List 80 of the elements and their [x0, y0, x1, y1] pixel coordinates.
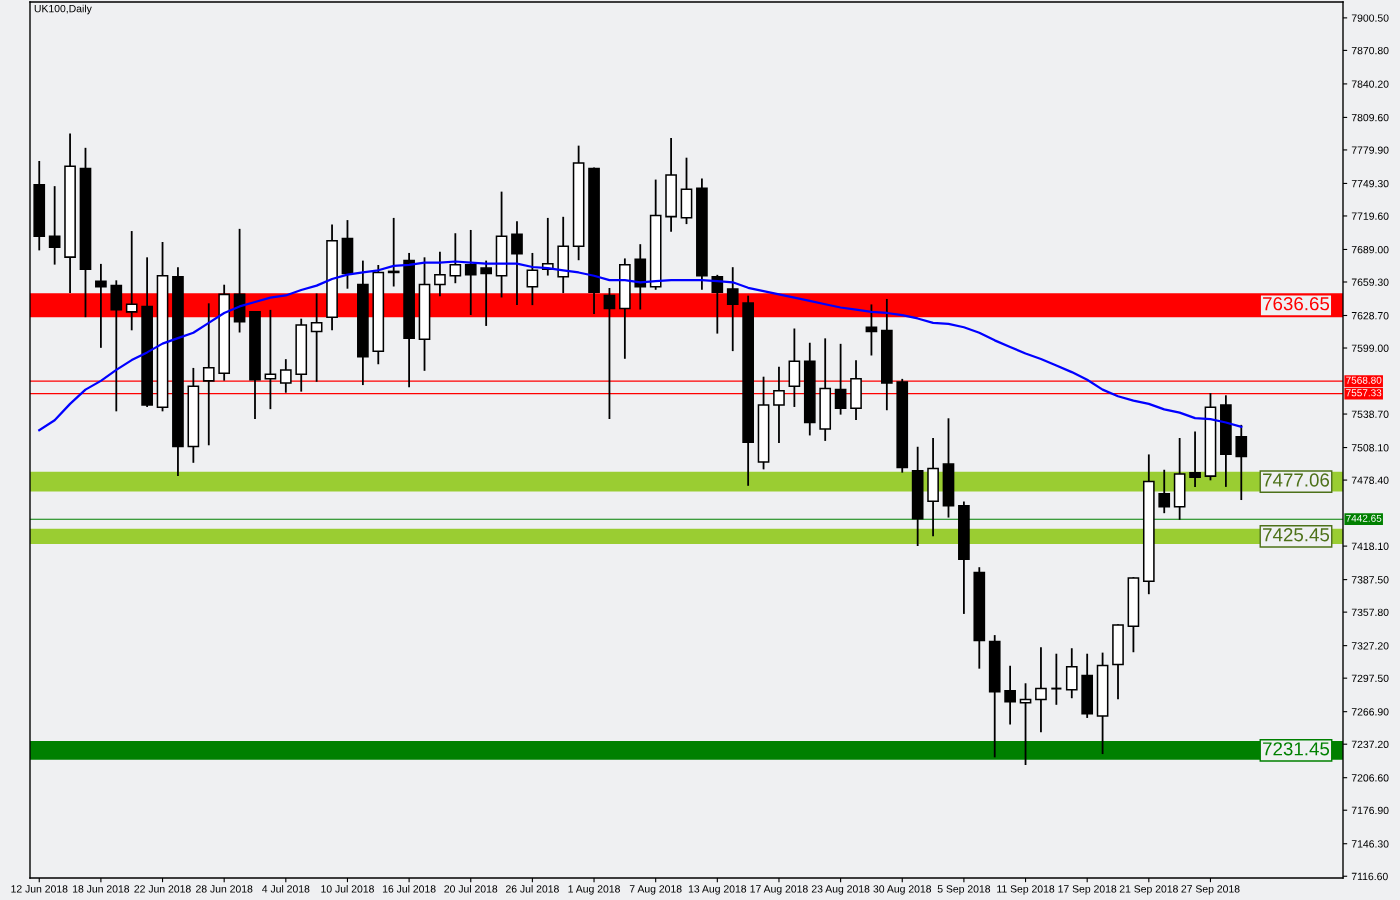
x-tick-label: 21 Sep 2018 [1119, 885, 1178, 895]
line-series [38, 260, 1243, 432]
y-tick-label: 7628.70 [1351, 312, 1389, 320]
x-tick-label: 11 Sep 2018 [997, 885, 1055, 895]
candlestick [1065, 648, 1078, 699]
candlestick [125, 231, 138, 331]
x-tick-label: 18 Jun 2018 [73, 885, 130, 893]
x-tick-label: 12 Jun 2018 [11, 885, 68, 893]
x-tick-label: 13 Aug 2018 [688, 885, 747, 895]
candlestick [526, 252, 539, 306]
y-tick-label: 7809.60 [1351, 113, 1389, 122]
y-tick-label: 7146.30 [1351, 840, 1389, 848]
candlestick [464, 229, 477, 315]
y-tick-label: 7689.00 [1351, 245, 1389, 254]
y-tick-label: 7297.50 [1351, 674, 1389, 683]
x-tick-label: 30 Aug 2018 [873, 885, 932, 895]
x-tick-label: 17 Sep 2018 [1058, 885, 1117, 895]
y-tick-label: 7599.00 [1351, 344, 1389, 352]
y-tick-label: 7508.10 [1351, 444, 1389, 452]
y-tick-label: 7387.50 [1351, 576, 1389, 584]
ref-line-label: 7568.80 [1346, 376, 1382, 384]
y-tick-label: 7779.90 [1351, 146, 1389, 154]
candlestick [95, 263, 107, 348]
candlestick [48, 186, 61, 265]
candlestick [773, 366, 785, 444]
candlestick [310, 293, 323, 382]
x-tick-label: 20 Jul 2018 [444, 884, 498, 893]
band-label: 7477.06 [1263, 473, 1330, 487]
candlestick [1158, 469, 1171, 514]
x-tick-label: 17 Aug 2018 [750, 885, 808, 895]
x-tick-label: 22 Jun 2018 [134, 885, 191, 893]
y-tick-label: 7418.10 [1351, 542, 1389, 550]
x-tick-label: 1 Aug 2018 [568, 885, 620, 895]
candlestick [711, 274, 724, 334]
candlestick [726, 267, 739, 352]
candlestick [1004, 665, 1016, 725]
candlestick [202, 303, 215, 446]
band-label: 7425.45 [1263, 528, 1330, 542]
candlestick [449, 233, 462, 284]
candlestick [434, 251, 446, 297]
candlestick [480, 260, 493, 326]
candlestick [1035, 647, 1047, 733]
x-tick-label: 26 Jul 2018 [505, 884, 559, 893]
candlestick [511, 221, 523, 306]
candlestick [834, 343, 847, 415]
y-tick-label: 7116.60 [1351, 872, 1388, 881]
y-tick-label: 7327.20 [1351, 642, 1389, 650]
y-tick-label: 7206.60 [1351, 774, 1389, 782]
x-tick-label: 16 Jul 2018 [382, 884, 436, 893]
candlestick [1050, 653, 1063, 705]
y-tick-label: 7357.80 [1351, 608, 1389, 617]
band-label: 7636.65 [1263, 297, 1330, 311]
x-tick-label: 10 Jul 2018 [321, 884, 374, 893]
ref-line-label: 7557.33 [1346, 389, 1382, 397]
y-tick-label: 7749.30 [1351, 179, 1389, 188]
y-tick-label: 7176.90 [1351, 806, 1389, 815]
y-tick-label: 7266.90 [1351, 708, 1389, 716]
candlestick [865, 304, 878, 356]
x-tick-label: 7 Aug 2018 [629, 885, 682, 895]
x-tick-label: 27 Sep 2018 [1181, 885, 1240, 895]
x-tick-label: 5 Sep 2018 [937, 885, 991, 895]
y-tick-label: 7900.50 [1351, 14, 1389, 22]
y-tick-label: 7237.20 [1351, 740, 1389, 749]
y-tick-label: 7659.30 [1351, 278, 1389, 286]
chart-title: UK100,Daily [34, 4, 92, 15]
band-label: 7231.45 [1263, 742, 1330, 756]
y-tick-label: 7840.20 [1351, 80, 1389, 88]
x-tick-label: 28 Jun 2018 [196, 885, 253, 893]
candlestick [603, 287, 616, 420]
candlestick [1189, 431, 1201, 487]
y-tick-label: 7719.60 [1351, 212, 1389, 220]
candlestick [1019, 683, 1032, 766]
ref-line-label: 7442.65 [1346, 514, 1382, 522]
x-tick-label: 23 Aug 2018 [811, 885, 870, 895]
candlestick [1235, 424, 1248, 501]
x-tick-label: 4 Jul 2018 [262, 884, 310, 893]
y-tick-label: 7478.40 [1351, 476, 1389, 484]
y-tick-label: 7538.70 [1351, 410, 1389, 418]
candlestick [279, 359, 292, 393]
y-tick-label: 7870.80 [1351, 46, 1389, 55]
